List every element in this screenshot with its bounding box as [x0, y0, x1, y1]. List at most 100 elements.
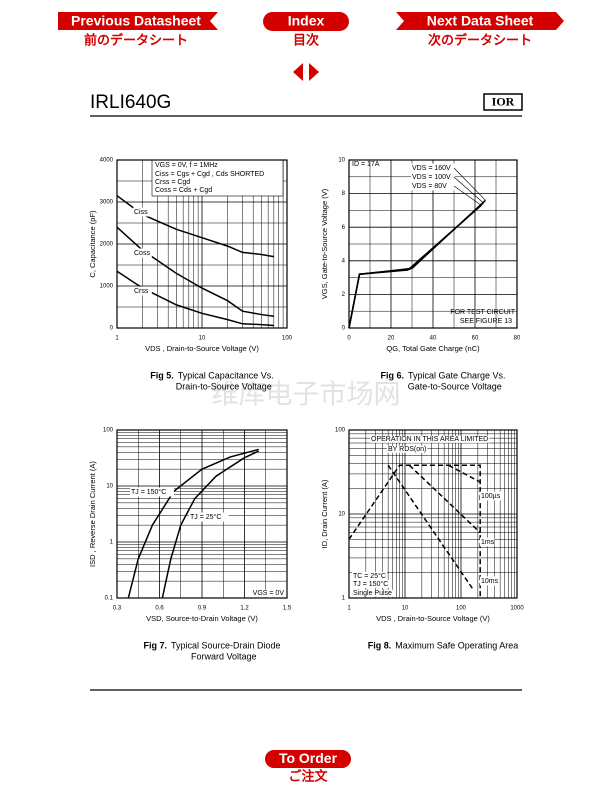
chart: 1 10 100 1000 1 10 100 100µs 1ms 10ms OPERATION IN… [320, 428, 524, 651]
series-label: 10ms [481, 578, 499, 585]
next-label[interactable]: Next Data Sheet [427, 13, 534, 29]
series-line [116, 195, 274, 258]
x-tick-label: 1000 [510, 606, 524, 612]
order-label[interactable]: To Order [279, 750, 338, 766]
annotation: TJ = 150°C [353, 580, 388, 588]
chart: 0 20 40 60 80 0 2 4 6 8 10 VDS = 160V VDS = 100V VDS … [320, 158, 521, 392]
x-tick-label: 100 [282, 336, 293, 342]
chart: 0.3 0.6 0.9 1.2 1.5 0.1 1 10 100 TJ = 150°C TJ = 2… [88, 428, 292, 662]
y-axis-label: C, Capacitance (pF) [88, 210, 97, 278]
index-label-jp[interactable]: 目次 [293, 32, 319, 47]
series-label: TJ = 150°C [131, 488, 166, 496]
series-label: Crss [134, 288, 149, 295]
series-label-bg [133, 286, 152, 296]
series-label-bg [411, 181, 455, 191]
page-arrows[interactable] [293, 63, 319, 81]
annotation-bg [352, 579, 390, 588]
part-number: IRLI640G [90, 92, 171, 113]
annotation: Single Pulse [353, 590, 392, 597]
x-tick-label: 60 [472, 336, 479, 342]
watermark: 维库电子市场网 [212, 380, 401, 411]
annotation-bg [370, 435, 490, 443]
prev-label[interactable]: Previous Datasheet [71, 13, 201, 29]
y-tick-label: 10 [106, 484, 113, 490]
y-tick-label: 6 [342, 225, 346, 231]
series-label: VDS = 100V [412, 174, 451, 181]
x-tick-label: 10 [402, 606, 409, 612]
y-tick-label: 10 [338, 158, 345, 164]
caption-label: Fig 6. [380, 370, 404, 380]
logo-box [483, 93, 523, 111]
order-pill[interactable] [265, 750, 351, 768]
series-line [408, 464, 481, 534]
next-link[interactable]: Next Data Sheet 次のデータシート [396, 12, 564, 47]
x-tick-label: 1.2 [240, 606, 249, 612]
series-label-bg [189, 512, 229, 522]
x-tick-label: 1 [115, 336, 119, 342]
x-tick-label: 1.5 [283, 606, 292, 612]
series-label: 1ms [481, 539, 495, 546]
x-tick-label: 10 [199, 336, 206, 342]
series-label: Ciss [134, 209, 148, 216]
arrow-right[interactable] [309, 63, 319, 81]
x-axis-label: VSD, Source-to-Drain Voltage (V) [146, 614, 258, 623]
index-label[interactable]: Index [288, 13, 325, 29]
annotation: VGS = 0V [253, 590, 285, 597]
y-tick-label: 0.1 [105, 596, 114, 602]
y-tick-label: 1 [342, 596, 346, 602]
x-tick-label: 0 [347, 336, 351, 342]
series-label: VDS = 160V [412, 165, 451, 172]
caption-text: Drain-to-Source Voltage [176, 381, 272, 391]
arrow-left[interactable] [293, 63, 303, 81]
annotation: OPERATION IN THIS AREA LIMITED [371, 436, 488, 443]
series-label-bg [480, 491, 503, 501]
series-label-bg [411, 163, 455, 173]
next-banner[interactable] [396, 12, 564, 30]
prev-label-jp[interactable]: 前のデータシート [84, 32, 188, 47]
series-label-bg [130, 487, 174, 497]
annotation: TC = 25°C [353, 572, 386, 580]
y-tick-label: 3000 [100, 200, 114, 206]
y-tick-label: 100 [103, 428, 114, 434]
plot-frame [348, 159, 518, 329]
y-axis-label: VGS, Gate-to-Source Voltage (V) [320, 188, 329, 299]
index-link[interactable]: Index 目次 [263, 12, 349, 47]
caption-text: Typical Source-Drain Diode [171, 640, 281, 650]
series-label-bg [480, 537, 495, 547]
next-label-jp[interactable]: 次のデータシート [428, 32, 532, 47]
caption-label: Fig 8. [368, 640, 392, 650]
prev-link[interactable]: Previous Datasheet 前のデータシート [58, 12, 218, 47]
caption-label: Fig 5. [150, 370, 174, 380]
annotation-bg [251, 589, 286, 597]
annotation: Crss = Cgd [155, 179, 190, 186]
series-label-bg [411, 172, 455, 182]
index-pill[interactable] [263, 12, 349, 31]
series-line [161, 450, 259, 599]
plot-frame [116, 159, 288, 329]
prev-banner[interactable] [58, 12, 218, 30]
y-tick-label: 1000 [100, 284, 114, 290]
y-tick-label: 10 [338, 512, 345, 518]
caption-text: Typical Gate Charge Vs. [408, 370, 506, 380]
x-tick-label: 80 [514, 336, 521, 342]
annotation: FOR TEST CIRCUIT [450, 309, 515, 316]
order-link[interactable]: To Order ご注文 [265, 750, 351, 783]
x-tick-label: 1 [347, 606, 351, 612]
y-tick-label: 2 [342, 292, 346, 298]
y-tick-label: 4000 [100, 158, 114, 164]
y-tick-label: 2000 [100, 242, 114, 248]
y-tick-label: 8 [342, 191, 346, 197]
annotation-bg [352, 571, 387, 580]
plot-frame [348, 429, 518, 599]
x-tick-label: 0.3 [113, 606, 122, 612]
order-label-jp[interactable]: ご注文 [288, 768, 328, 783]
x-tick-label: 0.6 [155, 606, 164, 612]
series-line [387, 464, 474, 589]
leader-line [453, 185, 482, 206]
annotation-bg [352, 589, 394, 597]
caption-label: Fig 7. [143, 640, 167, 650]
annotation-bg [387, 445, 428, 453]
y-tick-label: 4 [342, 258, 346, 264]
